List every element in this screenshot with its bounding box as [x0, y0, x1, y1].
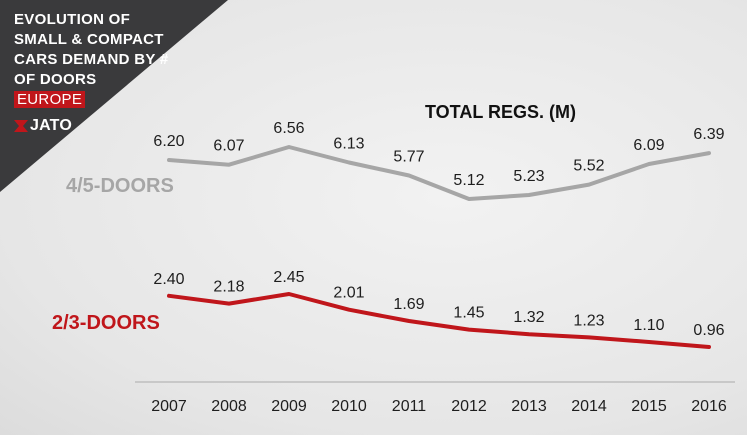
x-tick-label: 2013 — [511, 398, 547, 415]
series-line-2-3-doors — [167, 292, 711, 349]
title-block: EVOLUTION OF SMALL & COMPACT CARS DEMAND… — [14, 10, 169, 135]
x-tick-label: 2007 — [151, 398, 187, 415]
brand-name: JATO — [30, 117, 72, 134]
series-label-4-5-doors: 4/5-DOORS — [66, 175, 174, 197]
data-label-2-3-doors: 2.45 — [273, 269, 304, 286]
data-label-4-5-doors: 6.13 — [333, 136, 364, 153]
data-label-4-5-doors: 5.23 — [513, 168, 544, 185]
brand-arrow-icon — [14, 120, 28, 132]
data-label-4-5-doors: 6.20 — [153, 133, 184, 150]
data-label-4-5-doors: 5.77 — [393, 149, 424, 166]
data-label-2-3-doors: 1.10 — [633, 317, 664, 334]
x-tick-label: 2015 — [631, 398, 667, 415]
data-label-4-5-doors: 6.56 — [273, 120, 304, 137]
chart-title: TOTAL REGS. (M) — [425, 102, 576, 122]
x-tick-label: 2016 — [691, 398, 727, 415]
x-tick-label: 2014 — [571, 398, 607, 415]
brand-logo: JATO — [14, 117, 169, 135]
data-label-2-3-doors: 2.01 — [333, 285, 364, 302]
corner-banner — [0, 0, 228, 192]
data-label-2-3-doors: 1.69 — [393, 296, 424, 313]
data-label-2-3-doors: 0.96 — [693, 322, 724, 339]
data-label-4-5-doors: 5.12 — [453, 172, 484, 189]
data-label-2-3-doors: 1.23 — [573, 312, 604, 329]
title-line-4: OF DOORS — [14, 71, 97, 88]
data-label-4-5-doors: 6.39 — [693, 126, 724, 143]
series-line-4-5-doors — [167, 145, 711, 201]
title-line-1: EVOLUTION OF — [14, 11, 131, 28]
data-label-2-3-doors: 2.40 — [153, 271, 184, 288]
x-tick-label: 2011 — [392, 398, 427, 415]
x-tick-label: 2008 — [211, 398, 247, 415]
data-label-2-3-doors: 2.18 — [213, 279, 244, 296]
x-tick-label: 2009 — [271, 398, 307, 415]
data-label-4-5-doors: 6.09 — [633, 137, 664, 154]
data-label-2-3-doors: 1.45 — [453, 305, 484, 322]
data-label-4-5-doors: 6.07 — [213, 138, 244, 155]
x-tick-label: 2012 — [451, 398, 487, 415]
series-label-2-3-doors: 2/3-DOORS — [52, 312, 160, 334]
title-line-3: CARS DEMAND BY # — [14, 51, 169, 68]
x-tick-label: 2010 — [331, 398, 367, 415]
data-label-2-3-doors: 1.32 — [513, 309, 544, 326]
data-label-4-5-doors: 5.52 — [573, 158, 604, 175]
region-badge: EUROPE — [14, 91, 86, 108]
title-line-2: SMALL & COMPACT — [14, 31, 164, 48]
